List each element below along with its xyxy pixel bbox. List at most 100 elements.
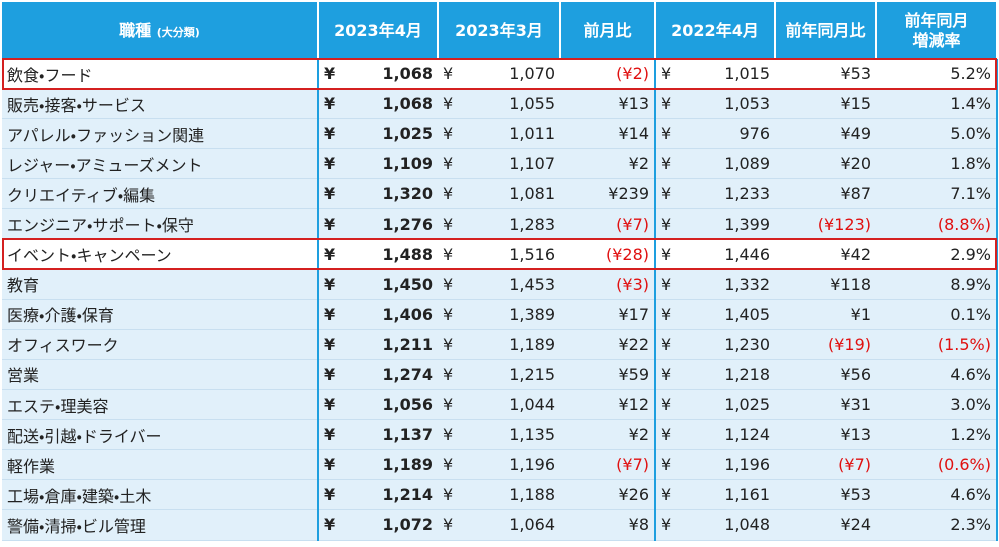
currency-symbol: ¥ <box>443 334 454 354</box>
cell-value: 1,109 <box>382 154 433 174</box>
header-cell: 前年同月 増減率 <box>876 2 998 59</box>
header-cell: 2022年4月 <box>655 2 776 59</box>
table-cell: ¥59 <box>560 359 656 391</box>
currency-symbol: ¥ <box>443 485 454 505</box>
table-cell: 教育 <box>2 269 319 300</box>
yen-cell: ¥1,189 <box>324 455 433 474</box>
currency-symbol: ¥ <box>661 184 672 204</box>
yen-cell: ¥1,055 <box>443 94 555 113</box>
table-cell: 4.6% <box>876 479 998 511</box>
table-row: 軽作業 ¥1,189 ¥1,196 (¥7) ¥1,196 (¥7) (0.6%) <box>2 449 998 481</box>
cell-value: (¥3) <box>616 274 649 294</box>
cell-value: 1,089 <box>724 154 770 174</box>
table-cell: ¥1,214 <box>318 479 438 511</box>
cell-value: ¥31 <box>840 395 871 415</box>
category-name: 配送・引越・ドライバー <box>7 426 162 446</box>
header-cell: 職種 (大分類) <box>2 2 319 59</box>
yen-cell: ¥1,218 <box>661 365 770 384</box>
cell-value: 1,068 <box>382 64 433 84</box>
table-cell: ¥1,274 <box>318 359 438 391</box>
table-cell: ¥1,389 <box>438 299 560 330</box>
cell-value: 8.9% <box>950 274 991 294</box>
table-cell: エンジニア・サポート・保守 <box>2 208 319 240</box>
table-cell: ¥1,053 <box>655 88 775 120</box>
cell-value: ¥53 <box>840 64 871 84</box>
cell-value: 1,053 <box>724 94 770 114</box>
cell-value: 1,068 <box>382 94 433 114</box>
table-cell: 2.9% <box>876 239 998 270</box>
table-cell: ¥1,406 <box>318 299 438 330</box>
cell-value: 1,230 <box>724 334 770 354</box>
currency-symbol: ¥ <box>443 94 454 114</box>
table-row: エンジニア・サポート・保守 ¥1,276 ¥1,283 (¥7) ¥1,399 (¥123… <box>2 208 998 240</box>
yen-cell: ¥1,320 <box>324 184 433 203</box>
table-cell: (¥123) <box>775 208 876 240</box>
currency-symbol: ¥ <box>661 515 672 535</box>
cell-value: ¥12 <box>618 395 649 415</box>
currency-symbol: ¥ <box>443 214 454 234</box>
table-cell: ¥1,048 <box>655 509 775 541</box>
table-cell: (0.6%) <box>876 449 998 481</box>
cell-value: 1,211 <box>382 334 433 354</box>
table-cell: ¥976 <box>655 118 775 150</box>
cell-value: 1,189 <box>382 455 433 475</box>
currency-symbol: ¥ <box>324 425 336 445</box>
cell-value: ¥20 <box>840 154 871 174</box>
table-cell: オフィスワーク <box>2 329 319 360</box>
table-row: 配送・引越・ドライバー ¥1,137 ¥1,135 ¥2 ¥1,124 ¥13 1.2% <box>2 419 998 451</box>
table-cell: ¥118 <box>775 269 876 300</box>
table-cell: 2.3% <box>876 509 998 541</box>
currency-symbol: ¥ <box>661 304 672 324</box>
currency-symbol: ¥ <box>661 455 672 475</box>
cell-value: 1,161 <box>724 485 770 505</box>
currency-symbol: ¥ <box>443 515 454 535</box>
cell-value: 1,488 <box>382 244 433 264</box>
cell-value: 1,135 <box>509 425 555 445</box>
cell-value: 1,070 <box>509 64 555 84</box>
cell-value: 1,399 <box>724 214 770 234</box>
cell-value: 1,446 <box>724 244 770 264</box>
yen-cell: ¥1,406 <box>324 305 433 324</box>
table-cell: 営業 <box>2 359 319 391</box>
cell-value: (¥2) <box>616 64 649 84</box>
table-cell: ¥1,516 <box>438 239 560 270</box>
currency-symbol: ¥ <box>443 154 454 174</box>
cell-value: ¥49 <box>840 124 871 144</box>
table-cell: ¥1,215 <box>438 359 560 391</box>
cell-value: ¥26 <box>618 485 649 505</box>
table-cell: ¥1,055 <box>438 88 560 120</box>
table-cell: ¥1,276 <box>318 208 438 240</box>
cell-value: 1,072 <box>382 515 433 535</box>
table-cell: クリエイティブ・編集 <box>2 178 319 210</box>
yen-cell: ¥1,137 <box>324 425 433 444</box>
yen-cell: ¥1,389 <box>443 305 555 324</box>
currency-symbol: ¥ <box>661 485 672 505</box>
cell-value: (¥28) <box>605 244 649 264</box>
currency-symbol: ¥ <box>443 304 454 324</box>
table-row: 医療・介護・保育 ¥1,406 ¥1,389 ¥17 ¥1,405 ¥1 0.1% <box>2 299 998 330</box>
table-cell: ¥56 <box>775 359 876 391</box>
table-cell: 1.4% <box>876 88 998 120</box>
cell-value: ¥42 <box>840 244 871 264</box>
category-name: クリエイティブ・編集 <box>7 185 156 205</box>
header-cell: 2023年3月 <box>438 2 561 59</box>
header-text: 増減率 <box>912 30 961 50</box>
yen-cell: ¥1,015 <box>661 64 770 83</box>
yen-cell: ¥1,196 <box>661 455 770 474</box>
currency-symbol: ¥ <box>661 214 672 234</box>
category-name: イベント・キャンペーン <box>7 246 172 266</box>
table-cell: ¥26 <box>560 479 656 511</box>
yen-cell: ¥1,230 <box>661 335 770 354</box>
currency-symbol: ¥ <box>443 425 454 445</box>
table-body: 飲食・フード ¥1,068 ¥1,070 (¥2) ¥1,015 ¥53 5.2% 販売・接客… <box>2 59 998 541</box>
currency-symbol: ¥ <box>324 244 336 264</box>
table-row: クリエイティブ・編集 ¥1,320 ¥1,081 ¥239 ¥1,233 ¥87 7.1% <box>2 178 998 210</box>
table-cell: (¥3) <box>560 269 656 300</box>
cell-value: 2.3% <box>950 515 991 535</box>
table-cell: 7.1% <box>876 178 998 210</box>
header-cell: 前月比 <box>560 2 656 59</box>
currency-symbol: ¥ <box>324 395 336 415</box>
table-cell: ¥1,011 <box>438 118 560 150</box>
currency-symbol: ¥ <box>443 395 454 415</box>
